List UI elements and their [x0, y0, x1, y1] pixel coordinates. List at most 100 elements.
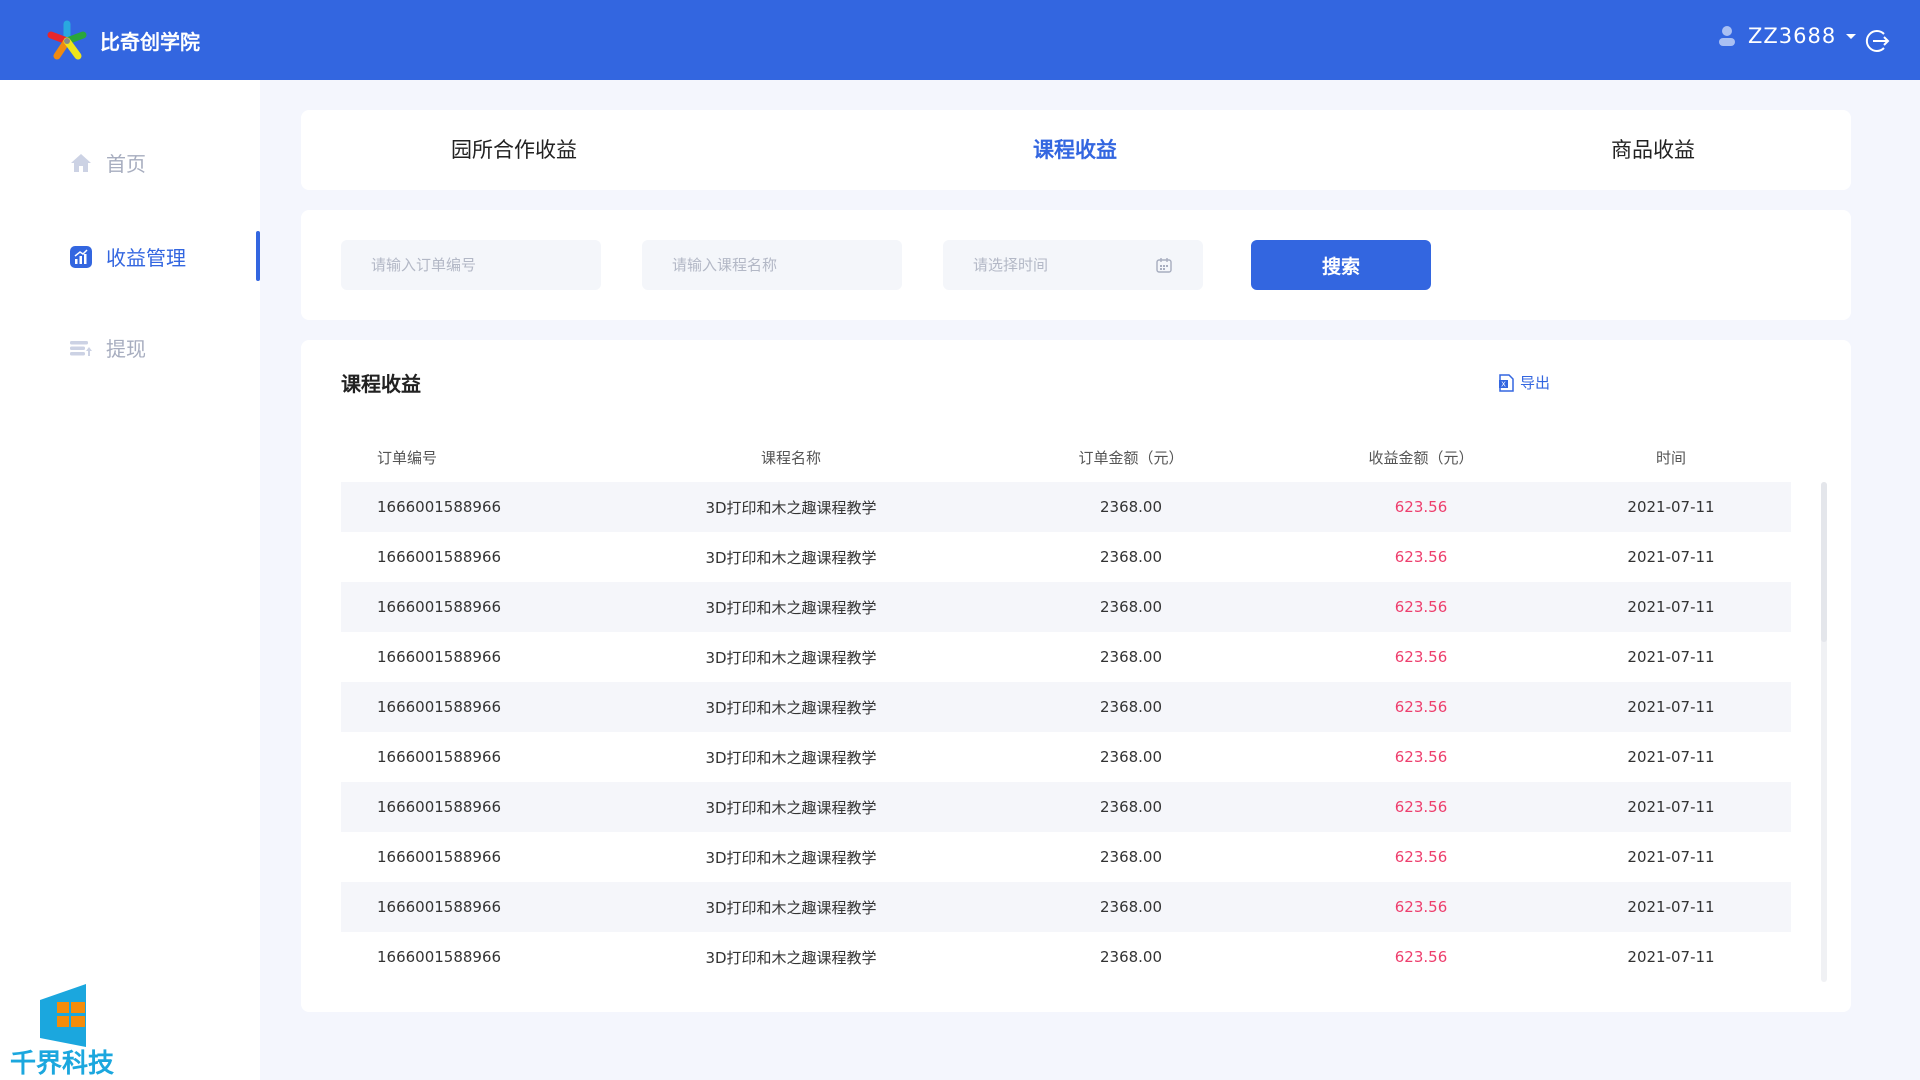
earning-amount-cell: 623.56 [1394, 648, 1448, 666]
time-cell: 2021-07-11 [1627, 698, 1715, 716]
excel-icon: X [1499, 373, 1514, 392]
search-card: 搜索 [301, 210, 1851, 320]
time-cell: 2021-07-11 [1627, 948, 1715, 966]
table-header-row: 订单编号 课程名称 订单金额（元） 收益金额（元） 时间 [341, 432, 1791, 482]
time-cell: 2021-07-11 [1627, 798, 1715, 816]
course-name-cell: 3D打印和木之趣课程教学 [705, 748, 877, 767]
column-header: 订单金额（元） [1078, 448, 1184, 467]
course-name-cell: 3D打印和木之趣课程教学 [705, 898, 877, 917]
sidebar-item-home[interactable]: 首页 [70, 148, 146, 177]
time-cell: 2021-07-11 [1627, 548, 1715, 566]
order-number-cell: 1666001588966 [377, 698, 502, 716]
course-name-cell: 3D打印和木之趣课程教学 [705, 648, 877, 667]
table-row: 1666001588966 3D打印和木之趣课程教学 2368.00 623.56 20… [341, 782, 1791, 832]
export-label: 导出 [1520, 374, 1551, 392]
time-cell: 2021-07-11 [1627, 748, 1715, 766]
course-name-cell: 3D打印和木之趣课程教学 [705, 848, 877, 867]
export-button[interactable]: X 导出 [1498, 372, 1550, 393]
time-cell: 2021-07-11 [1627, 848, 1715, 866]
order-number-cell: 1666001588966 [377, 548, 502, 566]
time-cell: 2021-07-11 [1627, 898, 1715, 916]
earning-amount-cell: 623.56 [1394, 498, 1448, 516]
order-amount-cell: 2368.00 [1099, 798, 1163, 816]
earning-amount-cell: 623.56 [1394, 698, 1448, 716]
order-number-cell: 1666001588966 [377, 598, 502, 616]
order-number-cell: 1666001588966 [377, 898, 502, 916]
username: ZZ3688 [1748, 24, 1837, 48]
table-row: 1666001588966 3D打印和木之趣课程教学 2368.00 623.56 20… [341, 732, 1791, 782]
table-row: 1666001588966 3D打印和木之趣课程教学 2368.00 623.56 20… [341, 482, 1791, 532]
order-amount-cell: 2368.00 [1099, 598, 1163, 616]
order-amount-cell: 2368.00 [1099, 898, 1163, 916]
course-name-cell: 3D打印和木之趣课程教学 [705, 698, 877, 717]
watermark-logo: 千界科技 [10, 984, 114, 1079]
order-number-cell: 1666001588966 [377, 498, 502, 516]
sidebar-item-label: 提现 [106, 337, 146, 361]
date-picker-input[interactable] [943, 240, 1203, 290]
order-amount-cell: 2368.00 [1099, 698, 1163, 716]
time-cell: 2021-07-11 [1627, 598, 1715, 616]
column-header: 课程名称 [760, 448, 821, 467]
logout-icon[interactable] [1864, 28, 1890, 54]
order-number-cell: 1666001588966 [377, 748, 502, 766]
tab-product-earnings[interactable]: 商品收益 [1611, 138, 1695, 162]
chevron-down-icon [1846, 33, 1857, 39]
tab-partner-earnings[interactable]: 园所合作收益 [451, 138, 577, 162]
top-bar: 比奇创学院 ZZ3688 [0, 0, 1920, 80]
course-name-cell: 3D打印和木之趣课程教学 [705, 598, 877, 617]
order-number-input[interactable] [341, 240, 601, 290]
earnings-table: 订单编号 课程名称 订单金额（元） 收益金额（元） 时间 16660015889… [341, 432, 1791, 982]
earning-amount-cell: 623.56 [1394, 898, 1448, 916]
calendar-icon [1156, 258, 1172, 273]
table-row: 1666001588966 3D打印和木之趣课程教学 2368.00 623.56 20… [341, 582, 1791, 632]
column-header: 收益金额（元） [1368, 448, 1474, 467]
table-row: 1666001588966 3D打印和木之趣课程教学 2368.00 623.56 20… [341, 532, 1791, 582]
sidebar-item-label: 收益管理 [106, 246, 186, 270]
table-row: 1666001588966 3D打印和木之趣课程教学 2368.00 623.56 20… [341, 632, 1791, 682]
brand-name: 比奇创学院 [100, 30, 200, 54]
time-cell: 2021-07-11 [1627, 498, 1715, 516]
order-number-cell: 1666001588966 [377, 798, 502, 816]
earnings-table-card: 课程收益 X 导出 订单编号 课程名称 订单金额（元） 收益金额（元） 时间 1… [301, 340, 1851, 1012]
column-header: 订单编号 [377, 448, 438, 467]
sidebar-item-earnings[interactable]: 收益管理 [70, 242, 186, 271]
scrollbar-thumb[interactable] [1821, 482, 1827, 642]
course-name-input[interactable] [642, 240, 902, 290]
order-amount-cell: 2368.00 [1099, 498, 1163, 516]
search-button[interactable]: 搜索 [1251, 240, 1431, 290]
course-name-cell: 3D打印和木之趣课程教学 [705, 948, 877, 967]
earning-amount-cell: 623.56 [1394, 848, 1448, 866]
earning-amount-cell: 623.56 [1394, 948, 1448, 966]
order-number-cell: 1666001588966 [377, 648, 502, 666]
order-number-cell: 1666001588966 [377, 948, 502, 966]
sidebar-item-withdraw[interactable]: 提现 [70, 333, 146, 362]
table-row: 1666001588966 3D打印和木之趣课程教学 2368.00 623.56 20… [341, 882, 1791, 932]
course-name-cell: 3D打印和木之趣课程教学 [705, 498, 877, 517]
table-row: 1666001588966 3D打印和木之趣课程教学 2368.00 623.56 20… [341, 932, 1791, 982]
earning-amount-cell: 623.56 [1394, 748, 1448, 766]
table-row: 1666001588966 3D打印和木之趣课程教学 2368.00 623.56 20… [341, 832, 1791, 882]
course-name-cell: 3D打印和木之趣课程教学 [705, 798, 877, 817]
tabs-card: 园所合作收益 课程收益 商品收益 [301, 110, 1851, 190]
column-header: 时间 [1655, 448, 1686, 467]
time-cell: 2021-07-11 [1627, 648, 1715, 666]
order-amount-cell: 2368.00 [1099, 848, 1163, 866]
order-number-cell: 1666001588966 [377, 848, 502, 866]
sidebar-item-label: 首页 [106, 152, 146, 176]
tab-course-earnings[interactable]: 课程收益 [1033, 138, 1117, 162]
user-icon [1719, 26, 1735, 46]
earning-amount-cell: 623.56 [1394, 798, 1448, 816]
svg-text:千界科技: 千界科技 [10, 1049, 114, 1079]
order-amount-cell: 2368.00 [1099, 948, 1163, 966]
table-title: 课程收益 [341, 372, 421, 396]
scrollbar[interactable] [1821, 482, 1827, 982]
order-amount-cell: 2368.00 [1099, 748, 1163, 766]
earning-amount-cell: 623.56 [1394, 548, 1448, 566]
course-name-cell: 3D打印和木之趣课程教学 [705, 548, 877, 567]
active-indicator [256, 231, 260, 281]
earning-amount-cell: 623.56 [1394, 598, 1448, 616]
user-menu[interactable]: ZZ3688 [1718, 24, 1857, 48]
order-amount-cell: 2368.00 [1099, 548, 1163, 566]
chart-icon [70, 245, 92, 268]
svg-text:X: X [1501, 380, 1506, 388]
